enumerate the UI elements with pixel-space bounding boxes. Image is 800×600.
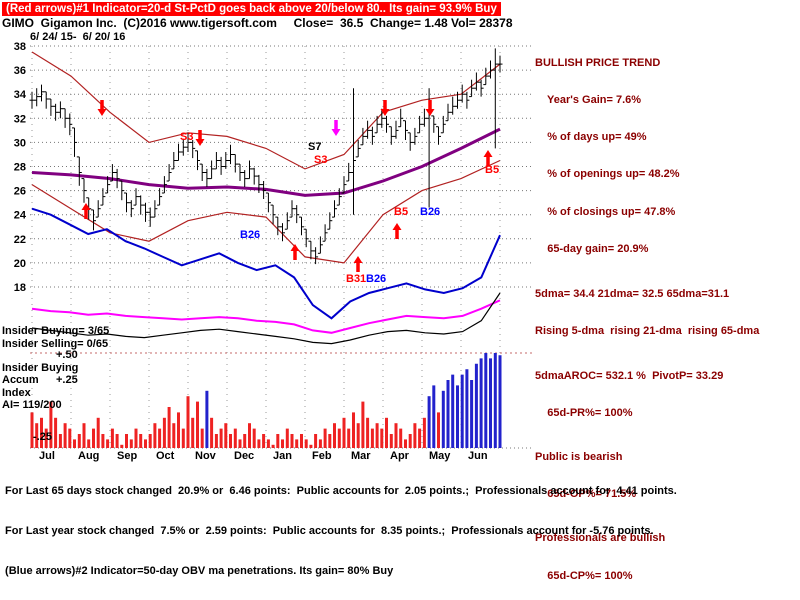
svg-text:S3: S3 bbox=[314, 154, 327, 166]
insider-buying-count: Insider Buying= 3/65 bbox=[2, 325, 110, 337]
svg-text:B26: B26 bbox=[366, 273, 386, 285]
svg-text:B26: B26 bbox=[420, 206, 440, 218]
svg-text:Sep: Sep bbox=[117, 450, 137, 462]
svg-text:28: 28 bbox=[14, 162, 26, 174]
years-gain: Year's Gain= 7.6% bbox=[535, 94, 642, 107]
insider-selling-count: Insider Selling= 0/65 bbox=[2, 338, 109, 350]
stock-title-bar: GIMO Gigamon Inc. (C)2016 www.tigersoft.… bbox=[2, 16, 513, 30]
cp-65d: 65d-CP%= 100% bbox=[535, 569, 633, 582]
svg-text:Jun: Jun bbox=[468, 450, 488, 462]
gain-65d: 65-day gain= 20.9% bbox=[535, 242, 649, 255]
pr-65d: 65d-PR%= 100% bbox=[535, 406, 633, 419]
svg-text:B5: B5 bbox=[394, 206, 408, 218]
svg-text:Feb: Feb bbox=[312, 450, 332, 462]
svg-text:May: May bbox=[429, 450, 451, 462]
svg-text:20: 20 bbox=[14, 258, 26, 270]
svg-text:Jul: Jul bbox=[39, 450, 55, 462]
svg-text:S3: S3 bbox=[180, 131, 193, 143]
price-chart-canvas[interactable]: 38 36 34 32 30 28 26 24 22 20 18 Jul Aug Sep Oct Nov Dec… bbox=[0, 30, 535, 466]
summary-footer: For Last 65 days stock changed 20.9% or … bbox=[2, 458, 677, 600]
indicator2-line: (Blue arrows)#2 Indicator=50-day OBV ma … bbox=[2, 565, 394, 578]
ai-scale-minus25: -.25 bbox=[33, 431, 52, 443]
svg-text:34: 34 bbox=[14, 89, 27, 101]
op-65d: 65d-OP%= 71.5% bbox=[535, 488, 637, 501]
svg-text:32: 32 bbox=[14, 113, 26, 125]
svg-text:30: 30 bbox=[14, 137, 26, 149]
svg-text:S7: S7 bbox=[308, 141, 321, 153]
pct-openings-up: % of openings up= 48.2% bbox=[535, 168, 680, 181]
svg-text:38: 38 bbox=[14, 41, 26, 53]
analysis-panel: BULLISH PRICE TREND Year's Gain= 7.6% % … bbox=[535, 32, 797, 600]
ai-scale-plus25: +.25 bbox=[56, 374, 78, 386]
svg-text:B31: B31 bbox=[346, 273, 366, 285]
professional-sentiment: Professionals are bullish bbox=[535, 532, 666, 545]
indicator1-banner: (Red arrows)#1 Indicator=20-d St-PctD go… bbox=[2, 2, 501, 16]
svg-text:18: 18 bbox=[14, 282, 26, 294]
svg-text:B26: B26 bbox=[240, 229, 260, 241]
svg-text:22: 22 bbox=[14, 234, 26, 246]
accum-index-title-2: Accum bbox=[2, 374, 39, 386]
svg-text:Aug: Aug bbox=[78, 450, 99, 462]
price-trend-heading: BULLISH PRICE TREND bbox=[535, 56, 661, 69]
svg-text:Dec: Dec bbox=[234, 450, 254, 462]
pct-days-up: % of days up= 49% bbox=[535, 131, 647, 144]
aroc-pivot: 5dmaAROC= 532.1 % PivotP= 33.29 bbox=[535, 369, 724, 382]
svg-text:Jan: Jan bbox=[273, 450, 292, 462]
svg-text:24: 24 bbox=[14, 210, 27, 222]
ai-scale-plus50: +.50 bbox=[56, 349, 78, 361]
ai-value: AI= 119/200 bbox=[2, 399, 62, 411]
svg-text:36: 36 bbox=[14, 65, 26, 77]
pct-closings-up: % of closings up= 47.8% bbox=[535, 205, 676, 218]
svg-text:B5: B5 bbox=[485, 164, 499, 176]
accum-index-title-3: Index bbox=[2, 387, 31, 399]
svg-text:Apr: Apr bbox=[390, 450, 410, 462]
dma-rising: Rising 5-dma rising 21-dma rising 65-dma bbox=[535, 325, 760, 338]
svg-text:Nov: Nov bbox=[195, 450, 217, 462]
summary-year: For Last year stock changed 7.5% or 2.59… bbox=[2, 525, 654, 538]
public-sentiment: Public is bearish bbox=[535, 451, 623, 463]
svg-text:Oct: Oct bbox=[156, 450, 175, 462]
svg-text:26: 26 bbox=[14, 186, 26, 198]
date-range: 6/ 24/ 15- 6/ 20/ 16 bbox=[30, 31, 126, 43]
svg-text:Mar: Mar bbox=[351, 450, 371, 462]
dma-values: 5dma= 34.4 21dma= 32.5 65dma=31.1 bbox=[535, 288, 730, 301]
accum-index-title-1: Insider Buying bbox=[2, 362, 79, 374]
summary-65d: For Last 65 days stock changed 20.9% or … bbox=[2, 484, 677, 497]
